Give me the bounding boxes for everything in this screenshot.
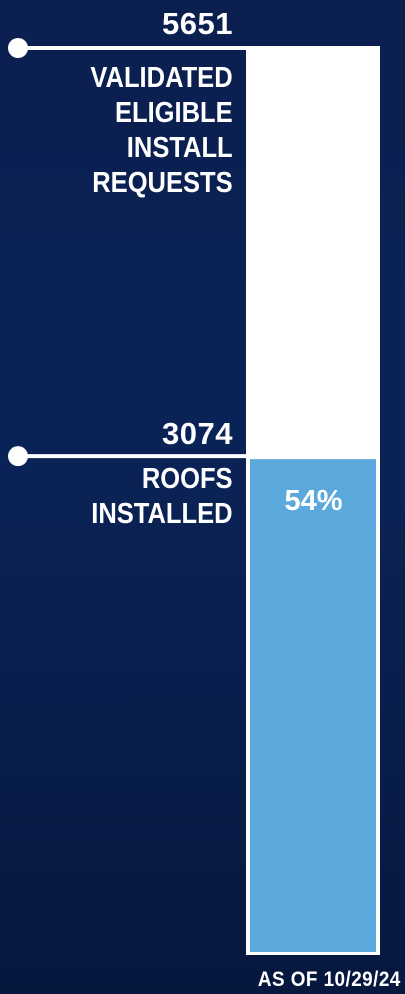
total-caption-line: INSTALL: [127, 132, 233, 164]
total-marker-dot: [8, 38, 28, 58]
total-caption-line: ELIGIBLE: [115, 97, 233, 129]
total-caption-line: VALIDATED: [90, 62, 233, 94]
installed-caption-line: INSTALLED: [91, 498, 233, 531]
installed-caption-line: ROOFS: [142, 463, 233, 496]
installed-marker-dot: [8, 446, 28, 467]
as-of-footnote: AS OF 10/29/24: [258, 968, 401, 991]
percent-label: 54%: [284, 485, 343, 518]
installed-value-label: 3074: [162, 416, 233, 452]
total-caption-line: REQUESTS: [92, 167, 233, 199]
installed-bar: [250, 459, 376, 952]
total-caption: VALIDATED ELIGIBLE INSTALL REQUESTS: [91, 61, 233, 201]
installed-caption: ROOFS INSTALLED: [92, 462, 233, 532]
total-value-label: 5651: [162, 6, 233, 41]
